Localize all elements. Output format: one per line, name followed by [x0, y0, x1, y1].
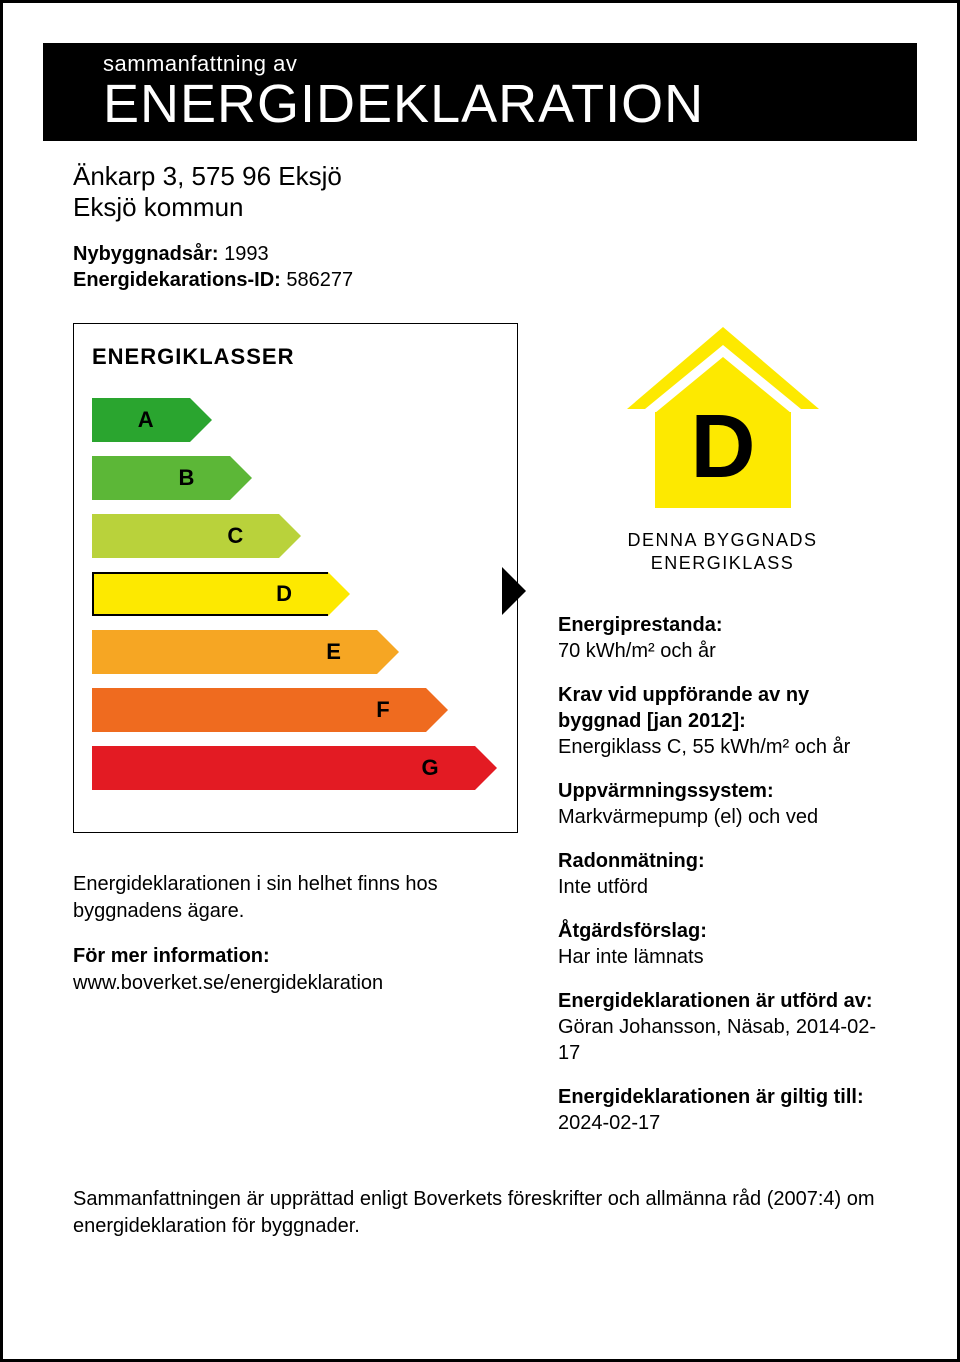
energy-class-chart: ENERGIKLASSER ABCDEFG — [73, 323, 518, 833]
header-title: ENERGIDEKLARATION — [103, 77, 917, 131]
meta-block: Nybyggnadsår: 1993 Energidekarations-ID:… — [73, 241, 887, 293]
info-label: Energideklarationen är utförd av: — [558, 988, 887, 1014]
year-label: Nybyggnadsår: — [73, 243, 219, 265]
info-value: 2024-02-17 — [558, 1112, 660, 1134]
info-value: Göran Johansson, Näsab, 2014-02-17 — [558, 1016, 876, 1064]
content-area: Änkarp 3, 575 96 Eksjö Eksjö kommun Nyby… — [3, 141, 957, 1154]
energy-class-bar-b: B — [92, 456, 499, 500]
info-item: Uppvärmningssystem:Markvärmepump (el) oc… — [558, 778, 887, 830]
info-item: Åtgärdsförslag:Har inte lämnats — [558, 918, 887, 970]
id-value: 586277 — [286, 269, 353, 291]
info-list: Energiprestanda:70 kWh/m² och år Krav vid… — [558, 612, 887, 1136]
footer-note: Sammanfattningen är upprättad enligt Bov… — [3, 1186, 957, 1240]
info-label: Krav vid uppförande av ny byggnad [jan 2… — [558, 682, 887, 734]
info-item: Energiprestanda:70 kWh/m² och år — [558, 612, 887, 664]
energy-class-bar-c: C — [92, 514, 499, 558]
info-item: Krav vid uppförande av ny byggnad [jan 2… — [558, 682, 887, 760]
year-value: 1993 — [224, 243, 269, 265]
house-block: D DENNA BYGGNADS ENERGIKLASS — [558, 323, 887, 576]
energy-class-bar-e: E — [92, 630, 499, 674]
below-chart-text: Energideklarationen i sin helhet finns h… — [73, 871, 518, 997]
house-caption-1: DENNA BYGGNADS — [558, 529, 887, 552]
energy-class-bar-g: G — [92, 746, 499, 790]
info-label: Åtgärdsförslag: — [558, 918, 887, 944]
info-label: Uppvärmningssystem: — [558, 778, 887, 804]
energy-class-bar-d: D — [92, 572, 499, 616]
info-value: Energiklass C, 55 kWh/m² och år — [558, 736, 850, 758]
info-value: Har inte lämnats — [558, 946, 704, 968]
info-label: Energiprestanda: — [558, 612, 887, 638]
info-value: 70 kWh/m² och år — [558, 640, 716, 662]
header-band: sammanfattning av ENERGIDEKLARATION — [43, 43, 917, 141]
house-icon: D — [623, 327, 823, 517]
info-value: Markvärmepump (el) och ved — [558, 806, 818, 828]
house-caption-2: ENERGIKLASS — [558, 552, 887, 575]
more-info-url: www.boverket.se/energideklaration — [73, 972, 383, 994]
id-label: Energidekarations-ID: — [73, 269, 281, 291]
info-item: Radonmätning:Inte utförd — [558, 848, 887, 900]
info-item: Energideklarationen är giltig till:2024-… — [558, 1084, 887, 1136]
info-item: Energideklarationen är utförd av:Göran J… — [558, 988, 887, 1066]
info-value: Inte utförd — [558, 876, 648, 898]
chart-title: ENERGIKLASSER — [92, 344, 499, 370]
energy-class-bar-a: A — [92, 398, 499, 442]
info-label: Radonmätning: — [558, 848, 887, 874]
more-info-label: För mer information: — [73, 945, 270, 967]
owner-note: Energideklarationen i sin helhet finns h… — [73, 871, 518, 925]
arrows-container: ABCDEFG — [92, 398, 499, 790]
info-label: Energideklarationen är giltig till: — [558, 1084, 887, 1110]
energy-class-bar-f: F — [92, 688, 499, 732]
address-line-2: Eksjö kommun — [73, 192, 887, 223]
svg-text:D: D — [690, 397, 755, 497]
address-line-1: Änkarp 3, 575 96 Eksjö — [73, 161, 887, 192]
